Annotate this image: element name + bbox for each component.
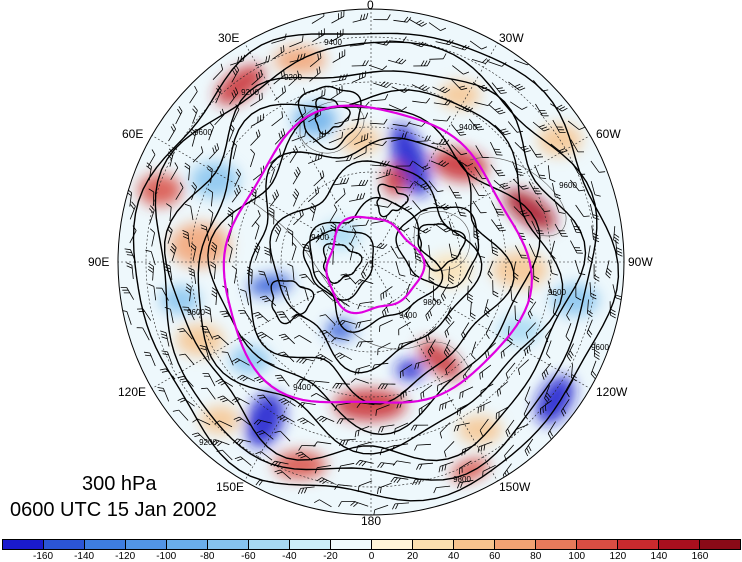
- lon-label-60e: 60E: [122, 127, 143, 141]
- colorbar-segment: [44, 540, 85, 549]
- lon-label-30e: 30E: [218, 31, 239, 45]
- contour-value-label: 9200: [284, 73, 302, 82]
- colorbar-segment: [3, 540, 44, 549]
- contour-value-label: 9400: [459, 123, 477, 132]
- anomaly-blob: [138, 174, 182, 206]
- lon-label-180: 180: [361, 514, 381, 528]
- contour-value-label: 9200: [241, 88, 259, 97]
- colorbar-segment: [536, 540, 577, 549]
- contour-value-label: 9600: [559, 181, 577, 190]
- colorbar-segment: [618, 540, 659, 549]
- colorbar-segment: [331, 540, 372, 549]
- colorbar-segment: [208, 540, 249, 549]
- lon-label-30w: 30W: [499, 31, 524, 45]
- contour-value-label: 9400: [293, 383, 311, 392]
- colorbar-tick-label: -40: [282, 551, 296, 562]
- contour-value-label: 9800: [423, 298, 441, 307]
- anomaly-blob: [200, 406, 240, 434]
- colorbar-tick-label: 120: [609, 551, 626, 562]
- contour-value-label: 9200: [199, 438, 217, 447]
- lon-label-150e: 150E: [216, 480, 244, 494]
- colorbar-segment: [126, 540, 167, 549]
- colorbar-tick-label: -20: [323, 551, 337, 562]
- colorbar-segment: [249, 540, 290, 549]
- colorbar-segment: [372, 540, 413, 549]
- colorbar-tick-label: 40: [448, 551, 459, 562]
- colorbar-tick-label: -120: [115, 551, 135, 562]
- anomaly-blob: [191, 162, 239, 198]
- contour-value-label: 9600: [591, 343, 609, 352]
- colorbar-tick-label: 100: [568, 551, 585, 562]
- colorbar-tick-label: 60: [489, 551, 500, 562]
- colorbar-segment: [454, 540, 495, 549]
- pressure-level-label: 300 hPa: [82, 473, 157, 496]
- anomaly-blob: [492, 252, 548, 288]
- contour-value-label: 9800: [453, 475, 471, 484]
- colorbar-segment: [577, 540, 618, 549]
- colorbar-tick-label: 20: [407, 551, 418, 562]
- colorbar-segment: [290, 540, 331, 549]
- anomaly-blob: [383, 164, 407, 196]
- colorbar-segment: [167, 540, 208, 549]
- colorbar-tick-label: 140: [651, 551, 668, 562]
- colorbar-segment: [659, 540, 700, 549]
- colorbar-segment: [700, 540, 740, 549]
- colorbar-tick-label: 160: [692, 551, 709, 562]
- anomaly-blob: [334, 389, 406, 421]
- colorbar-tick-label: -140: [74, 551, 94, 562]
- lon-label-120w: 120W: [596, 385, 627, 399]
- colorbar-tick-label: -60: [241, 551, 255, 562]
- colorbar-tick-label: -80: [200, 551, 214, 562]
- colorbar-segment: [413, 540, 454, 549]
- lon-label-150w: 150W: [499, 480, 530, 494]
- contour-value-label: 9600: [187, 308, 205, 317]
- contour-value-label: 9400: [324, 38, 342, 47]
- contour-value-label: 9400: [311, 233, 329, 242]
- valid-time-label: 0600 UTC 15 Jan 2002: [10, 499, 217, 522]
- colorbar-segment: [495, 540, 536, 549]
- colorbar-tick-label: -160: [33, 551, 53, 562]
- contour-value-label: 9400: [399, 311, 417, 320]
- colorbar-tick-label: 0: [369, 551, 375, 562]
- contour-value-label: 9600: [548, 288, 566, 297]
- colorbar-segment: [85, 540, 126, 549]
- contour-value-label: 9600: [194, 128, 212, 137]
- lon-label-90w: 90W: [628, 255, 653, 269]
- colorbar: [2, 539, 741, 550]
- colorbar-tick-label: 80: [530, 551, 541, 562]
- lon-label-0: 0: [367, 0, 374, 12]
- colorbar-tick-label: -100: [156, 551, 176, 562]
- lon-label-60w: 60W: [596, 127, 621, 141]
- lon-label-90e: 90E: [88, 255, 109, 269]
- lon-label-120e: 120E: [118, 385, 146, 399]
